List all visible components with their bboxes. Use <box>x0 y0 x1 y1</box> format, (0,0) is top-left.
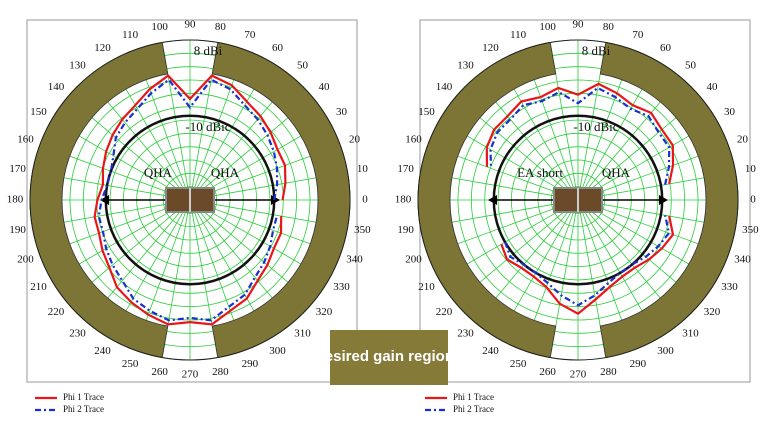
angle-tick-label: 230 <box>69 328 86 340</box>
angle-tick-label: 130 <box>457 59 474 71</box>
angle-tick-label: 300 <box>657 345 674 357</box>
angle-tick-label: 280 <box>600 366 617 378</box>
angle-tick-label: 260 <box>151 366 168 378</box>
angle-tick-label: 320 <box>316 306 333 318</box>
angle-tick-label: 140 <box>48 81 65 93</box>
angle-tick-label: 250 <box>122 358 139 370</box>
legend-label: Phi 2 Trace <box>63 404 104 414</box>
antenna-label: QHA <box>211 165 240 180</box>
angle-tick-label: 80 <box>215 21 227 33</box>
angle-tick-label: 20 <box>349 134 361 146</box>
angle-tick-label: 0 <box>750 194 756 206</box>
angle-tick-label: 270 <box>570 369 587 381</box>
angle-tick-label: 90 <box>185 19 197 31</box>
angle-tick-label: 40 <box>319 81 331 93</box>
angle-tick-label: 330 <box>721 281 738 293</box>
angle-tick-label: 270 <box>182 369 199 381</box>
angle-tick-label: 90 <box>573 19 585 31</box>
angle-tick-label: 200 <box>405 253 422 265</box>
legend-label: Phi 1 Trace <box>63 392 104 402</box>
angle-tick-label: 240 <box>482 345 499 357</box>
angle-tick-label: 150 <box>30 106 47 118</box>
angle-tick-label: 110 <box>122 29 139 41</box>
reference-label: -10 dBic <box>573 119 618 134</box>
angle-tick-label: 160 <box>405 134 422 146</box>
legend-label: Phi 1 Trace <box>453 392 494 402</box>
angle-tick-label: 160 <box>17 134 34 146</box>
angle-tick-label: 190 <box>397 224 414 236</box>
angle-tick-label: 310 <box>294 328 311 340</box>
angle-tick-label: 170 <box>397 163 414 175</box>
angle-tick-label: 340 <box>346 253 363 265</box>
figure: 8 dBi-10 dBic010203040506070809010011012… <box>0 0 764 422</box>
angle-tick-label: 80 <box>603 21 615 33</box>
angle-tick-label: 140 <box>436 81 453 93</box>
angle-tick-label: 230 <box>457 328 474 340</box>
angle-tick-label: 70 <box>632 29 644 41</box>
angle-tick-label: 100 <box>539 21 556 33</box>
angle-tick-label: 70 <box>244 29 256 41</box>
angle-tick-label: 210 <box>418 281 435 293</box>
angle-tick-label: 50 <box>297 59 309 71</box>
angle-tick-label: 0 <box>362 194 368 206</box>
angle-tick-label: 280 <box>212 366 229 378</box>
reference-label: 8 dBi <box>582 43 611 58</box>
reference-label: 8 dBi <box>194 43 223 58</box>
annotation: desired gain regions <box>316 348 463 365</box>
angle-tick-label: 290 <box>630 358 647 370</box>
angle-tick-label: 180 <box>7 194 24 206</box>
reference-label: -10 dBic <box>185 119 230 134</box>
angle-tick-label: 290 <box>242 358 259 370</box>
angle-tick-label: 150 <box>418 106 435 118</box>
angle-tick-label: 20 <box>737 134 749 146</box>
angle-tick-label: 330 <box>333 281 350 293</box>
angle-tick-label: 240 <box>94 345 111 357</box>
angle-tick-label: 60 <box>272 42 284 54</box>
antenna-label: QHA <box>144 165 173 180</box>
angle-tick-label: 300 <box>269 345 286 357</box>
angle-tick-label: 340 <box>734 253 751 265</box>
angle-tick-label: 350 <box>742 224 759 236</box>
angle-tick-label: 250 <box>510 358 527 370</box>
angle-tick-label: 350 <box>354 224 371 236</box>
angle-tick-label: 200 <box>17 253 34 265</box>
angle-tick-label: 30 <box>724 106 736 118</box>
angle-tick-label: 40 <box>707 81 719 93</box>
angle-tick-label: 50 <box>685 59 697 71</box>
angle-tick-label: 60 <box>660 42 672 54</box>
angle-tick-label: 120 <box>94 42 111 54</box>
antenna-label: EA short <box>517 165 563 180</box>
angle-tick-label: 110 <box>510 29 527 41</box>
angle-tick-label: 30 <box>336 106 348 118</box>
angle-tick-label: 220 <box>436 306 453 318</box>
angle-tick-label: 220 <box>48 306 65 318</box>
angle-tick-label: 170 <box>9 163 26 175</box>
angle-tick-label: 100 <box>151 21 168 33</box>
angle-tick-label: 180 <box>395 194 412 206</box>
angle-tick-label: 260 <box>539 366 556 378</box>
antenna-label: QHA <box>602 165 631 180</box>
angle-tick-label: 190 <box>9 224 26 236</box>
legend-label: Phi 2 Trace <box>453 404 494 414</box>
angle-tick-label: 310 <box>682 328 699 340</box>
angle-tick-label: 130 <box>69 59 86 71</box>
angle-tick-label: 10 <box>745 163 757 175</box>
angle-tick-label: 320 <box>704 306 721 318</box>
angle-tick-label: 10 <box>357 163 369 175</box>
angle-tick-label: 120 <box>482 42 499 54</box>
angle-tick-label: 210 <box>30 281 47 293</box>
